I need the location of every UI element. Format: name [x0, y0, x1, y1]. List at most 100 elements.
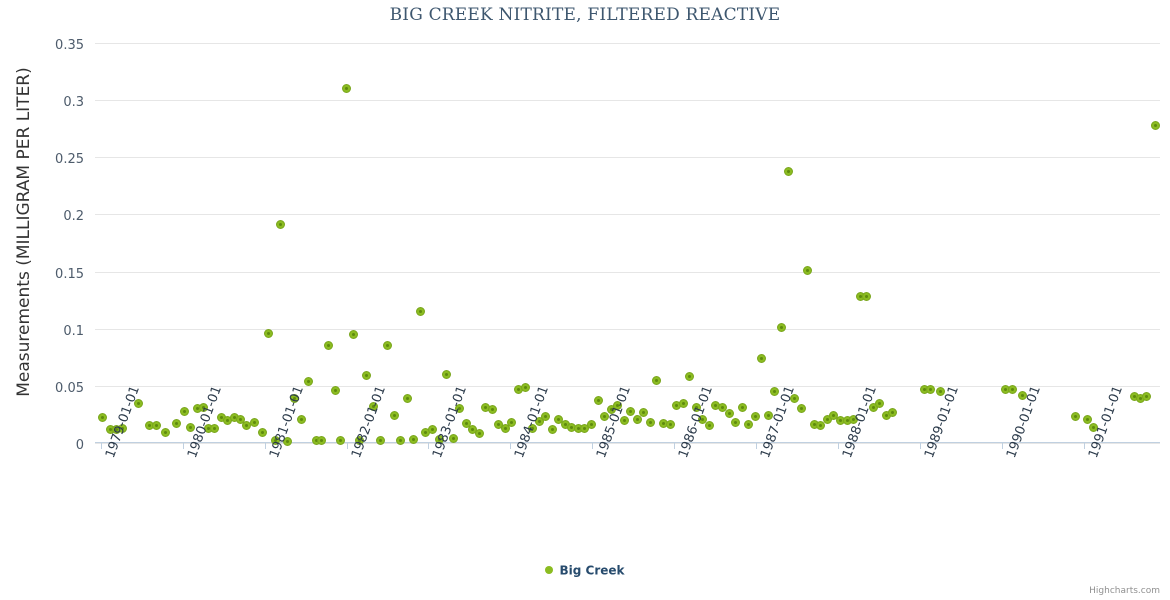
- data-point[interactable]: [396, 436, 406, 446]
- data-point[interactable]: [1141, 391, 1151, 401]
- data-point[interactable]: [868, 403, 878, 413]
- data-point[interactable]: [290, 393, 300, 403]
- data-point[interactable]: [639, 407, 649, 417]
- data-point[interactable]: [389, 411, 399, 421]
- data-point[interactable]: [534, 416, 544, 426]
- data-point[interactable]: [698, 414, 708, 424]
- data-point[interactable]: [632, 414, 642, 424]
- data-point[interactable]: [803, 265, 813, 275]
- data-point[interactable]: [342, 84, 351, 94]
- data-point[interactable]: [849, 414, 859, 424]
- data-point[interactable]: [362, 371, 372, 381]
- data-point[interactable]: [718, 403, 728, 413]
- data-point[interactable]: [355, 436, 365, 446]
- data-point[interactable]: [665, 420, 675, 430]
- data-point[interactable]: [487, 405, 497, 415]
- data-point[interactable]: [763, 411, 773, 421]
- data-point[interactable]: [468, 424, 478, 434]
- data-point[interactable]: [369, 401, 379, 411]
- data-point[interactable]: [235, 414, 245, 424]
- data-point[interactable]: [160, 428, 170, 438]
- data-point[interactable]: [304, 376, 314, 386]
- data-point[interactable]: [270, 436, 280, 446]
- data-point[interactable]: [1083, 414, 1093, 424]
- data-point[interactable]: [276, 220, 286, 230]
- data-point[interactable]: [527, 423, 537, 433]
- data-point[interactable]: [829, 411, 839, 421]
- data-point[interactable]: [179, 406, 189, 416]
- data-point[interactable]: [935, 387, 945, 397]
- data-point[interactable]: [409, 435, 419, 445]
- data-point[interactable]: [862, 292, 872, 302]
- data-point[interactable]: [97, 413, 107, 423]
- data-point[interactable]: [619, 415, 629, 425]
- data-point[interactable]: [724, 408, 734, 418]
- data-point[interactable]: [606, 405, 616, 415]
- data-point[interactable]: [250, 417, 260, 427]
- data-point[interactable]: [402, 393, 412, 403]
- data-point[interactable]: [186, 422, 196, 432]
- data-point[interactable]: [790, 393, 800, 403]
- data-point[interactable]: [1071, 412, 1081, 422]
- data-point[interactable]: [888, 407, 898, 417]
- data-point[interactable]: [198, 403, 208, 413]
- data-point[interactable]: [613, 400, 623, 410]
- data-point[interactable]: [547, 424, 557, 434]
- data-point[interactable]: [296, 414, 306, 424]
- data-point[interactable]: [678, 398, 688, 408]
- data-point[interactable]: [461, 419, 471, 429]
- data-point[interactable]: [264, 328, 274, 338]
- data-point[interactable]: [744, 420, 754, 430]
- data-point[interactable]: [554, 414, 564, 424]
- data-point[interactable]: [323, 341, 333, 351]
- data-point[interactable]: [1089, 422, 1099, 432]
- data-point[interactable]: [541, 412, 551, 422]
- data-point[interactable]: [777, 323, 786, 333]
- data-point[interactable]: [796, 404, 806, 414]
- data-point[interactable]: [704, 421, 714, 431]
- data-point[interactable]: [586, 420, 596, 430]
- data-point[interactable]: [441, 369, 451, 379]
- data-point[interactable]: [336, 436, 346, 446]
- data-point[interactable]: [257, 428, 267, 438]
- data-point[interactable]: [645, 417, 655, 427]
- data-point[interactable]: [757, 353, 767, 363]
- data-point[interactable]: [731, 417, 741, 427]
- data-point[interactable]: [737, 403, 747, 413]
- legend-item-big-creek[interactable]: Big Creek: [559, 563, 625, 578]
- data-point[interactable]: [520, 382, 530, 392]
- data-point[interactable]: [151, 421, 161, 431]
- data-point[interactable]: [685, 372, 695, 382]
- data-point[interactable]: [1008, 384, 1018, 394]
- data-point[interactable]: [750, 412, 760, 422]
- data-point[interactable]: [600, 412, 610, 422]
- data-point[interactable]: [133, 398, 143, 408]
- data-point[interactable]: [415, 307, 425, 317]
- credits-watermark[interactable]: Highcharts.com: [1089, 586, 1160, 596]
- data-point[interactable]: [448, 433, 458, 443]
- data-point[interactable]: [926, 384, 936, 394]
- data-point[interactable]: [474, 429, 484, 439]
- data-point[interactable]: [770, 387, 780, 397]
- data-point[interactable]: [816, 421, 826, 431]
- data-point[interactable]: [330, 385, 340, 395]
- data-point[interactable]: [500, 423, 510, 433]
- data-point[interactable]: [652, 375, 662, 385]
- data-point[interactable]: [691, 403, 701, 413]
- data-point[interactable]: [507, 417, 517, 427]
- data-point[interactable]: [428, 424, 438, 434]
- data-point[interactable]: [455, 404, 465, 414]
- chart-legend[interactable]: Big Creek: [0, 563, 1170, 578]
- data-point[interactable]: [1151, 120, 1161, 130]
- data-point[interactable]: [210, 423, 220, 433]
- data-point[interactable]: [118, 423, 128, 433]
- data-point[interactable]: [172, 419, 182, 429]
- data-point[interactable]: [783, 166, 793, 176]
- data-point[interactable]: [434, 435, 444, 445]
- data-point[interactable]: [1017, 390, 1027, 400]
- data-point[interactable]: [593, 396, 603, 406]
- data-point[interactable]: [317, 436, 327, 446]
- data-point[interactable]: [382, 341, 392, 351]
- data-point[interactable]: [283, 437, 293, 447]
- data-point[interactable]: [375, 436, 385, 446]
